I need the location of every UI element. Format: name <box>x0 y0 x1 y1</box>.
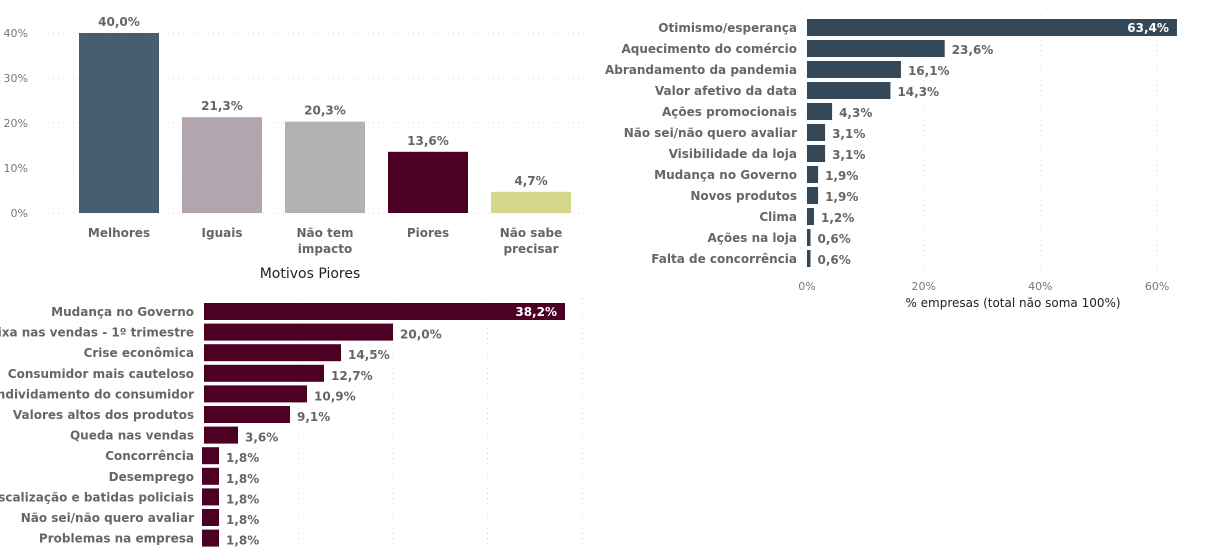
data-label: 13,6% <box>407 134 449 148</box>
data-label: 20,3% <box>304 104 346 118</box>
y-tick-label: 20% <box>4 117 28 130</box>
y-category-label: Ações promocionais <box>662 105 797 119</box>
y-category-label: Crise econômica <box>84 346 194 360</box>
x-category-label: Melhores <box>88 226 150 240</box>
bar-10 <box>202 509 220 526</box>
bar-3 <box>388 151 468 213</box>
bar-3 <box>204 364 325 382</box>
data-label: 0,6% <box>818 232 851 246</box>
x-axis-title: % empresas (total não soma 100%) <box>905 296 1120 310</box>
data-label: 12,7% <box>331 369 373 383</box>
bar-6 <box>807 145 826 162</box>
data-label: 4,3% <box>839 106 872 120</box>
bar-1 <box>204 323 393 341</box>
y-category-label: Consumidor mais cauteloso <box>8 367 194 381</box>
data-label: 1,8% <box>226 492 259 506</box>
y-category-label: Desemprego <box>109 470 194 484</box>
bar-2 <box>204 344 342 362</box>
bar-4 <box>491 191 571 213</box>
y-category-label: Baixa nas vendas - 1º trimestre <box>0 326 194 340</box>
data-label: 1,8% <box>226 534 259 548</box>
data-label: 23,6% <box>952 43 994 57</box>
y-category-label: Valor afetivo da data <box>655 84 797 98</box>
data-label: 1,9% <box>825 190 858 204</box>
y-category-label: Abrandamento da pandemia <box>605 63 797 77</box>
data-label: 21,3% <box>201 99 243 113</box>
bar-6 <box>204 426 239 444</box>
bar-11 <box>202 529 220 547</box>
bar-10 <box>807 229 811 246</box>
bar-7 <box>807 166 819 183</box>
data-label: 3,1% <box>832 127 865 141</box>
x-tick-label: 20% <box>911 280 935 293</box>
bar-0 <box>204 303 565 320</box>
y-category-label: Fiscalização e batidas policiais <box>0 490 194 504</box>
data-label: 9,1% <box>297 410 330 424</box>
data-label: 14,5% <box>348 348 390 362</box>
chart-title: Motivos Piores <box>260 266 361 282</box>
y-category-label: Problemas na empresa <box>39 532 194 546</box>
data-label: 38,2% <box>515 305 557 319</box>
x-tick-label: 40% <box>1028 280 1052 293</box>
x-category-label: Não tem impacto <box>297 226 354 256</box>
bar-1 <box>182 117 262 213</box>
y-category-label: Visibilidade da loja <box>669 147 797 161</box>
bar-4 <box>807 103 833 120</box>
bar-0 <box>807 19 1177 36</box>
x-tick-label: 0% <box>798 280 815 293</box>
data-label: 3,1% <box>832 148 865 162</box>
data-label: 16,1% <box>908 64 950 78</box>
bar-8 <box>202 467 220 485</box>
y-category-label: Não sei/não quero avaliar <box>21 511 194 525</box>
y-category-label: Aquecimento do comércio <box>621 42 797 56</box>
data-label: 14,3% <box>897 85 939 99</box>
y-category-label: Falta de concorrência <box>651 252 797 266</box>
bar-0 <box>79 33 159 213</box>
y-category-label: Ações na loja <box>708 231 798 245</box>
y-category-label: Concorrência <box>105 449 194 463</box>
y-tick-label: 10% <box>4 162 28 175</box>
x-category-label: Piores <box>407 226 449 240</box>
y-tick-label: 40% <box>4 27 28 40</box>
bar-11 <box>807 250 811 267</box>
x-category-label: Iguais <box>202 226 243 240</box>
data-label: 63,4% <box>1127 21 1169 35</box>
bar-9 <box>807 208 815 225</box>
bar-1 <box>807 40 945 57</box>
y-category-label: Valores altos dos produtos <box>13 408 194 422</box>
bar-4 <box>204 385 308 403</box>
y-tick-label: 30% <box>4 72 28 85</box>
bar-7 <box>202 447 220 465</box>
y-category-label: Novos produtos <box>690 189 797 203</box>
y-category-label: Queda nas vendas <box>70 429 194 443</box>
bar-2 <box>285 121 365 213</box>
y-category-label: Otimismo/esperança <box>658 21 797 35</box>
data-label: 20,0% <box>400 328 442 342</box>
bar-9 <box>202 488 220 506</box>
x-category-label: Não sabe precisar <box>500 226 563 256</box>
data-label: 1,9% <box>825 169 858 183</box>
data-label: 4,7% <box>514 174 547 188</box>
y-category-label: Clima <box>759 210 797 224</box>
data-label: 0,6% <box>818 253 851 267</box>
data-label: 1,8% <box>226 513 259 527</box>
data-label: 1,8% <box>226 472 259 486</box>
data-label: 10,9% <box>314 389 356 403</box>
data-label: 40,0% <box>98 15 140 29</box>
data-label: 1,2% <box>821 211 854 225</box>
y-category-label: Mudança no Governo <box>51 305 194 319</box>
data-label: 3,6% <box>245 431 278 445</box>
bar-2 <box>807 61 901 78</box>
bar-3 <box>807 82 891 99</box>
bar-8 <box>807 187 819 204</box>
x-tick-label: 60% <box>1145 280 1169 293</box>
data-label: 1,8% <box>226 451 259 465</box>
y-category-label: Mudança no Governo <box>654 168 797 182</box>
bar-5 <box>807 124 826 141</box>
y-tick-label: 0% <box>11 207 28 220</box>
bar-5 <box>204 406 290 423</box>
y-category-label: Não sei/não quero avaliar <box>624 126 797 140</box>
y-category-label: Endividamento do consumidor <box>0 387 194 401</box>
